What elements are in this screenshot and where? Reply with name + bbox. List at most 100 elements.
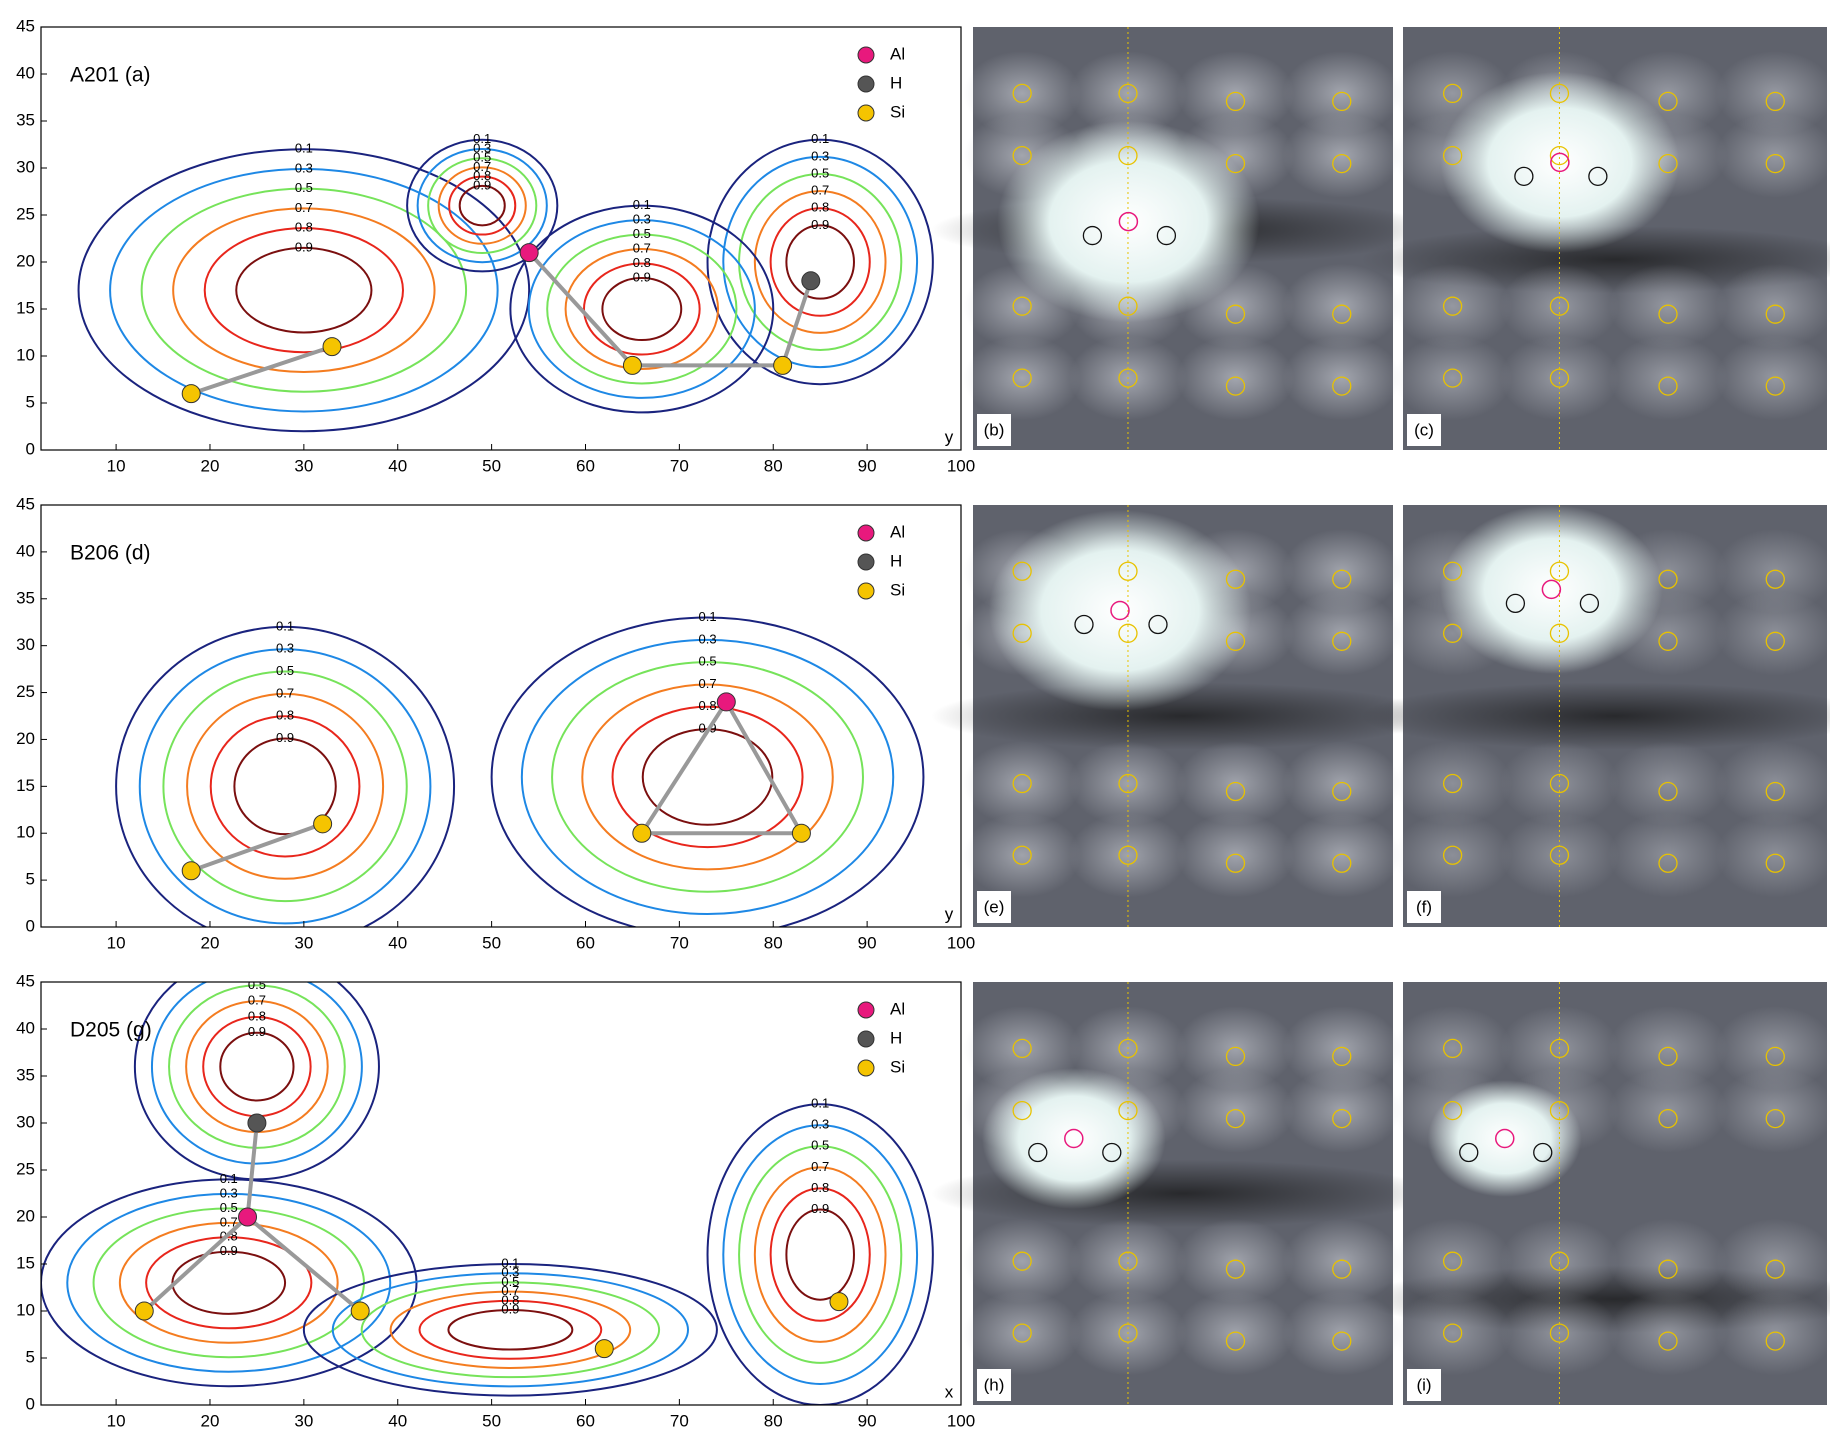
soft-blob	[1282, 335, 1401, 421]
si-marker	[1442, 773, 1463, 794]
si-marker	[1225, 853, 1246, 873]
y-tick-label: 35	[16, 588, 35, 607]
si-marker	[1118, 773, 1138, 794]
si-marker	[1658, 781, 1678, 802]
bright-blob	[981, 1068, 1166, 1210]
y-tick-label: 40	[16, 1018, 35, 1037]
h-marker	[1514, 166, 1534, 187]
bond	[190, 344, 333, 396]
si-marker	[1549, 623, 1570, 643]
contour-line	[641, 728, 774, 826]
si-marker	[1549, 845, 1570, 865]
soft-blob	[1608, 741, 1728, 826]
si-marker	[1765, 569, 1785, 589]
contour-label: 0.7	[501, 1283, 519, 1298]
contour-label: 0.7	[276, 685, 294, 700]
soft-blob	[1393, 263, 1512, 349]
si-marker	[1765, 1259, 1785, 1279]
contour-label: 0.8	[248, 1008, 266, 1023]
si-marker	[1765, 153, 1785, 174]
soft-blob	[1282, 529, 1401, 614]
soft-blob	[1069, 1218, 1187, 1304]
atom	[594, 1339, 614, 1359]
si-marker	[1012, 368, 1032, 388]
si-marker	[1442, 561, 1463, 581]
legend-label: H	[890, 73, 902, 92]
si-marker	[1765, 1108, 1785, 1129]
label-box	[977, 1369, 1011, 1401]
contour-label: 0.8	[473, 168, 491, 183]
x-tick-label: 90	[858, 933, 877, 952]
x-tick-label: 50	[482, 456, 501, 475]
h-marker	[1028, 1142, 1048, 1163]
label-box	[977, 891, 1011, 923]
si-marker	[1118, 1038, 1138, 1059]
contour-label: 0.5	[501, 1274, 519, 1289]
y-tick-label: 20	[16, 729, 35, 748]
image-panel: (h)	[931, 982, 1435, 1405]
contour-line	[490, 616, 925, 927]
contour-line	[722, 155, 919, 369]
si-marker	[1012, 1100, 1032, 1121]
soft-blob	[963, 1290, 1081, 1376]
si-marker	[1549, 1323, 1570, 1343]
contour-label: 0.7	[633, 240, 651, 255]
si-marker	[1442, 1038, 1463, 1059]
y-tick-label: 40	[16, 541, 35, 560]
contour-line	[235, 246, 373, 334]
soft-blob	[1715, 51, 1830, 136]
contour-label: 0.9	[295, 239, 313, 254]
contour-label: 0.7	[811, 1159, 829, 1174]
si-marker	[1765, 631, 1785, 651]
y-tick-label: 45	[16, 971, 35, 990]
x-tick-label: 100	[947, 456, 975, 475]
atom	[519, 243, 539, 263]
atom	[181, 861, 201, 881]
contour-label: 0.9	[248, 1024, 266, 1039]
contour-label: 0.9	[811, 217, 829, 232]
si-marker	[1225, 631, 1246, 651]
x-tick-label: 80	[764, 933, 783, 952]
dark-band	[1360, 682, 1830, 750]
legend-marker	[857, 1059, 875, 1077]
x-tick-label: 30	[294, 1411, 313, 1430]
contour-label: 0.8	[698, 698, 716, 713]
axis-label: y	[945, 904, 954, 923]
contour-line	[133, 982, 380, 1181]
x-tick-label: 30	[294, 456, 313, 475]
contour-label: 0.3	[811, 1117, 829, 1132]
contour-line	[140, 187, 468, 393]
image-panel: (b)	[931, 27, 1435, 450]
x-tick-label: 10	[107, 1411, 126, 1430]
soft-blob	[1176, 51, 1295, 136]
legend-marker	[857, 75, 875, 93]
si-marker	[1118, 561, 1138, 581]
contour-label: 0.9	[473, 177, 491, 192]
bond	[142, 1215, 249, 1313]
contour-label: 0.5	[811, 1138, 829, 1153]
legend-label: Al	[890, 999, 905, 1018]
contour-line	[722, 1124, 919, 1385]
contour-line	[448, 175, 517, 236]
contour-line	[302, 1263, 718, 1397]
si-marker	[1012, 145, 1032, 166]
atom	[313, 814, 333, 834]
x-tick-label: 40	[388, 933, 407, 952]
contour-label: 0.9	[501, 1301, 519, 1316]
si-marker	[1442, 1100, 1463, 1121]
soft-blob	[963, 741, 1081, 826]
x-tick-label: 40	[388, 1411, 407, 1430]
soft-blob	[1500, 263, 1619, 349]
h-marker	[1074, 614, 1094, 635]
si-marker	[1658, 304, 1678, 324]
contour-label: 0.8	[501, 1292, 519, 1307]
bond	[724, 700, 804, 835]
image-panel: (f)	[1360, 505, 1830, 927]
si-marker	[1658, 91, 1678, 112]
soft-blob	[963, 813, 1081, 898]
x-tick-label: 50	[482, 1411, 501, 1430]
si-marker	[1658, 1108, 1678, 1129]
contour-line	[527, 219, 756, 399]
contour-line	[785, 1208, 855, 1301]
si-marker	[1118, 623, 1138, 643]
